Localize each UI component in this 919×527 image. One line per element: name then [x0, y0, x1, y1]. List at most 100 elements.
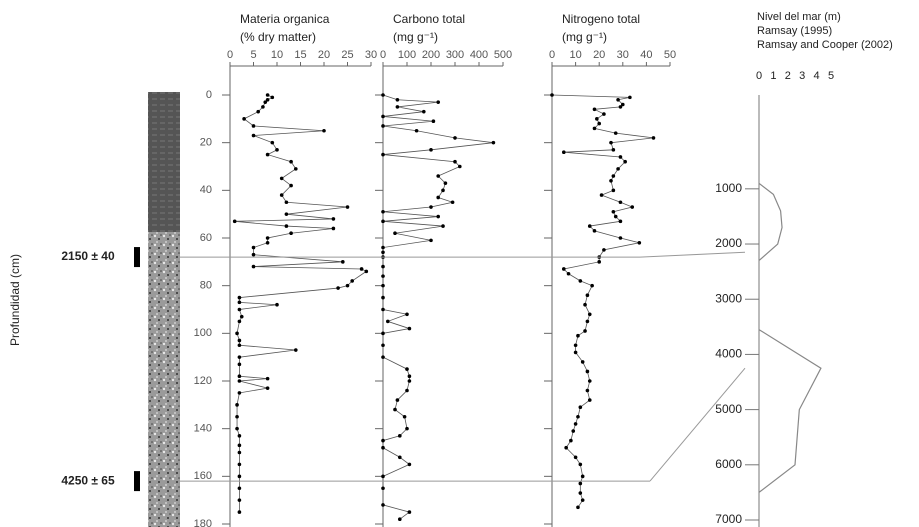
- y-tick-label: 80: [200, 280, 212, 292]
- data-point: [251, 245, 256, 250]
- data-point: [251, 264, 256, 269]
- data-point: [235, 403, 239, 407]
- data-point: [381, 283, 385, 288]
- data-point: [381, 264, 385, 269]
- data-point: [592, 107, 597, 112]
- data-point: [611, 188, 616, 193]
- data-point: [381, 307, 385, 312]
- data-point: [237, 391, 242, 395]
- data-point: [237, 362, 242, 367]
- data-point: [458, 164, 462, 169]
- date-label: 4250 ± 65: [61, 473, 115, 487]
- data-point: [256, 109, 261, 114]
- data-point: [580, 360, 585, 364]
- data-point: [398, 434, 402, 438]
- data-point: [289, 231, 293, 236]
- data-point: [237, 295, 242, 300]
- y2-tick-label: 2000: [715, 236, 742, 250]
- data-point: [566, 271, 571, 276]
- data-point: [279, 176, 284, 181]
- data-point: [237, 486, 242, 491]
- x-tick-label: 3: [799, 70, 805, 82]
- y-tick-label: 180: [194, 518, 212, 527]
- x-tick-label: 30: [617, 49, 629, 61]
- data-point: [576, 414, 580, 419]
- y-tick-label: 40: [200, 184, 212, 196]
- data-point: [381, 343, 385, 348]
- data-point: [431, 119, 436, 124]
- x-tick-label: 200: [422, 49, 440, 61]
- y-tick-label: 20: [200, 137, 212, 149]
- data-point: [618, 219, 623, 224]
- data-point: [611, 174, 616, 178]
- data-point: [583, 329, 587, 333]
- data-point: [613, 214, 618, 219]
- data-point: [251, 133, 256, 138]
- data-point: [381, 445, 385, 450]
- data-point: [628, 95, 632, 100]
- data-point: [350, 279, 355, 283]
- data-point: [436, 174, 441, 178]
- data-point: [585, 293, 590, 298]
- data-point: [251, 252, 256, 257]
- x-tick-label: 15: [294, 49, 306, 61]
- data-point: [562, 267, 566, 271]
- panel-title: Nitrogeno total: [562, 12, 640, 26]
- panel-subtitle: (mg g⁻¹): [562, 30, 607, 44]
- data-point: [381, 219, 385, 224]
- y-tick-label: 60: [200, 232, 212, 244]
- data-point: [381, 486, 385, 491]
- legend-entry: Ramsay (1995): [757, 25, 832, 37]
- y-tick-label: 160: [194, 470, 212, 482]
- data-point: [637, 240, 642, 245]
- data-point: [393, 407, 397, 412]
- data-point: [587, 224, 592, 228]
- data-point: [573, 343, 578, 348]
- data-point: [265, 93, 270, 97]
- x-tick-label: 2: [785, 70, 791, 82]
- panel-subtitle: (% dry matter): [240, 30, 316, 44]
- data-point: [275, 302, 279, 307]
- data-point: [265, 97, 270, 102]
- data-point: [580, 498, 585, 502]
- data-point: [623, 159, 627, 164]
- date-connector: [649, 367, 746, 482]
- data-point: [602, 112, 606, 116]
- x-tick-label: 1: [770, 70, 776, 82]
- y-tick-label: 120: [194, 375, 212, 387]
- data-point: [237, 498, 242, 502]
- data-point: [275, 148, 279, 152]
- data-point: [491, 140, 496, 145]
- data-point: [414, 128, 419, 133]
- data-point: [359, 267, 364, 271]
- x-tick-label: 10: [271, 49, 283, 61]
- data-point: [237, 434, 242, 438]
- x-tick-label: 20: [593, 49, 605, 61]
- data-point: [609, 179, 613, 183]
- data-point: [443, 181, 448, 185]
- data-point: [441, 224, 445, 228]
- data-point: [578, 491, 583, 495]
- data-point: [592, 229, 597, 233]
- data-point: [381, 93, 385, 97]
- data-point: [235, 414, 239, 419]
- data-point: [242, 117, 246, 121]
- x-tick-label: 400: [470, 49, 488, 61]
- data-point: [590, 283, 594, 288]
- y-tick-label: 0: [206, 89, 212, 101]
- y-axis-label: Profundidad (cm): [8, 254, 22, 346]
- data-point: [381, 245, 385, 250]
- data-point: [405, 312, 409, 317]
- y2-tick-label: 4000: [715, 347, 742, 361]
- x-tick-label: 500: [494, 49, 512, 61]
- data-point: [621, 102, 625, 107]
- data-point: [611, 148, 616, 152]
- data-point: [422, 109, 426, 114]
- data-point: [270, 140, 275, 145]
- legend-entry: Ramsay and Cooper (2002): [757, 39, 893, 51]
- y-tick-label: 100: [194, 327, 212, 339]
- data-point: [597, 121, 601, 126]
- data-point: [265, 236, 270, 240]
- data-point: [592, 126, 597, 131]
